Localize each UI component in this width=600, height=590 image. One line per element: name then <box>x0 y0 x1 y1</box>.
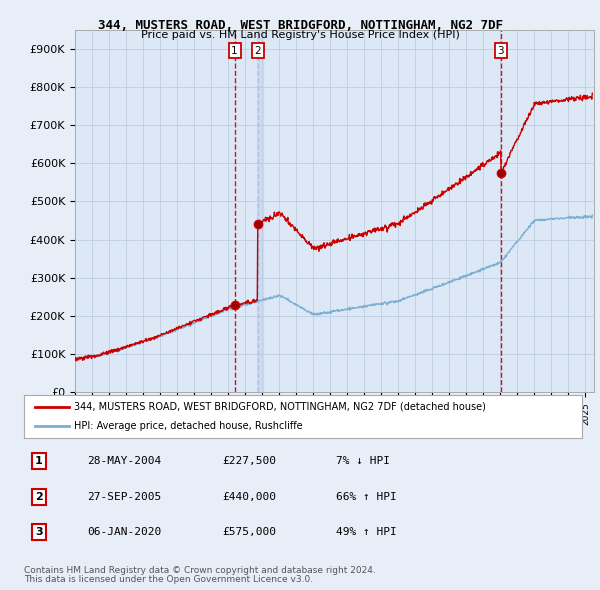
Text: 2: 2 <box>35 492 43 502</box>
Text: £440,000: £440,000 <box>222 492 276 502</box>
Text: Price paid vs. HM Land Registry's House Price Index (HPI): Price paid vs. HM Land Registry's House … <box>140 30 460 40</box>
Bar <box>257 30 263 392</box>
Text: 7% ↓ HPI: 7% ↓ HPI <box>336 457 390 466</box>
Text: HPI: Average price, detached house, Rushcliffe: HPI: Average price, detached house, Rush… <box>74 421 303 431</box>
Text: £575,000: £575,000 <box>222 527 276 537</box>
Text: 344, MUSTERS ROAD, WEST BRIDGFORD, NOTTINGHAM, NG2 7DF: 344, MUSTERS ROAD, WEST BRIDGFORD, NOTTI… <box>97 19 503 32</box>
Text: 49% ↑ HPI: 49% ↑ HPI <box>336 527 397 537</box>
Text: 3: 3 <box>497 46 504 56</box>
Text: Contains HM Land Registry data © Crown copyright and database right 2024.: Contains HM Land Registry data © Crown c… <box>24 566 376 575</box>
Text: This data is licensed under the Open Government Licence v3.0.: This data is licensed under the Open Gov… <box>24 575 313 584</box>
Text: £227,500: £227,500 <box>222 457 276 466</box>
Text: 06-JAN-2020: 06-JAN-2020 <box>87 527 161 537</box>
Text: 1: 1 <box>232 46 238 56</box>
Text: 3: 3 <box>35 527 43 537</box>
Text: 1: 1 <box>35 457 43 466</box>
Text: 27-SEP-2005: 27-SEP-2005 <box>87 492 161 502</box>
Text: 344, MUSTERS ROAD, WEST BRIDGFORD, NOTTINGHAM, NG2 7DF (detached house): 344, MUSTERS ROAD, WEST BRIDGFORD, NOTTI… <box>74 402 486 412</box>
Text: 2: 2 <box>254 46 261 56</box>
Text: 66% ↑ HPI: 66% ↑ HPI <box>336 492 397 502</box>
Text: 28-MAY-2004: 28-MAY-2004 <box>87 457 161 466</box>
